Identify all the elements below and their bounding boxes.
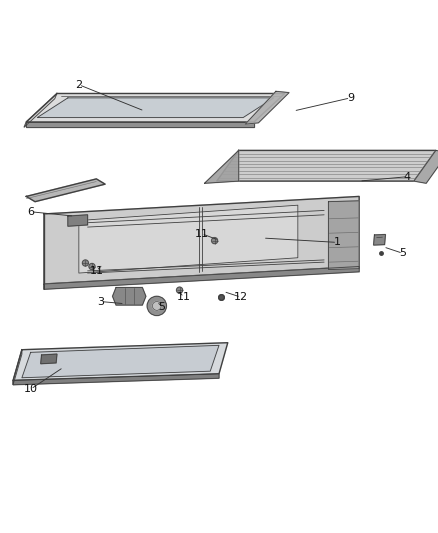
Polygon shape: [13, 374, 219, 385]
Polygon shape: [26, 122, 254, 127]
Text: 4: 4: [404, 172, 411, 182]
Polygon shape: [414, 150, 438, 183]
Polygon shape: [245, 91, 289, 124]
Polygon shape: [41, 354, 57, 364]
Text: 11: 11: [194, 229, 208, 239]
Polygon shape: [44, 197, 359, 284]
Polygon shape: [13, 350, 22, 385]
Text: 9: 9: [347, 93, 354, 103]
Text: 5: 5: [399, 248, 406, 259]
Polygon shape: [22, 345, 219, 378]
Polygon shape: [68, 215, 88, 226]
Circle shape: [147, 296, 166, 316]
Text: 1: 1: [334, 237, 341, 247]
Polygon shape: [217, 150, 436, 181]
Circle shape: [177, 287, 183, 293]
Polygon shape: [44, 266, 359, 289]
Polygon shape: [26, 93, 285, 122]
Text: 11: 11: [177, 292, 191, 302]
Text: 5: 5: [159, 302, 166, 312]
Text: 11: 11: [89, 266, 103, 276]
Polygon shape: [205, 150, 239, 183]
Circle shape: [82, 260, 88, 266]
Polygon shape: [24, 93, 57, 127]
Text: 6: 6: [27, 207, 34, 217]
Polygon shape: [26, 179, 105, 201]
Polygon shape: [13, 343, 228, 381]
Circle shape: [152, 302, 161, 310]
Polygon shape: [113, 287, 146, 305]
Polygon shape: [374, 235, 385, 245]
Text: 10: 10: [24, 384, 38, 394]
Polygon shape: [37, 98, 274, 118]
Polygon shape: [328, 201, 359, 270]
Text: 12: 12: [234, 292, 248, 302]
Text: 3: 3: [97, 296, 104, 306]
Text: 2: 2: [75, 80, 82, 90]
Polygon shape: [79, 205, 298, 273]
Circle shape: [89, 263, 95, 270]
Circle shape: [212, 238, 218, 244]
